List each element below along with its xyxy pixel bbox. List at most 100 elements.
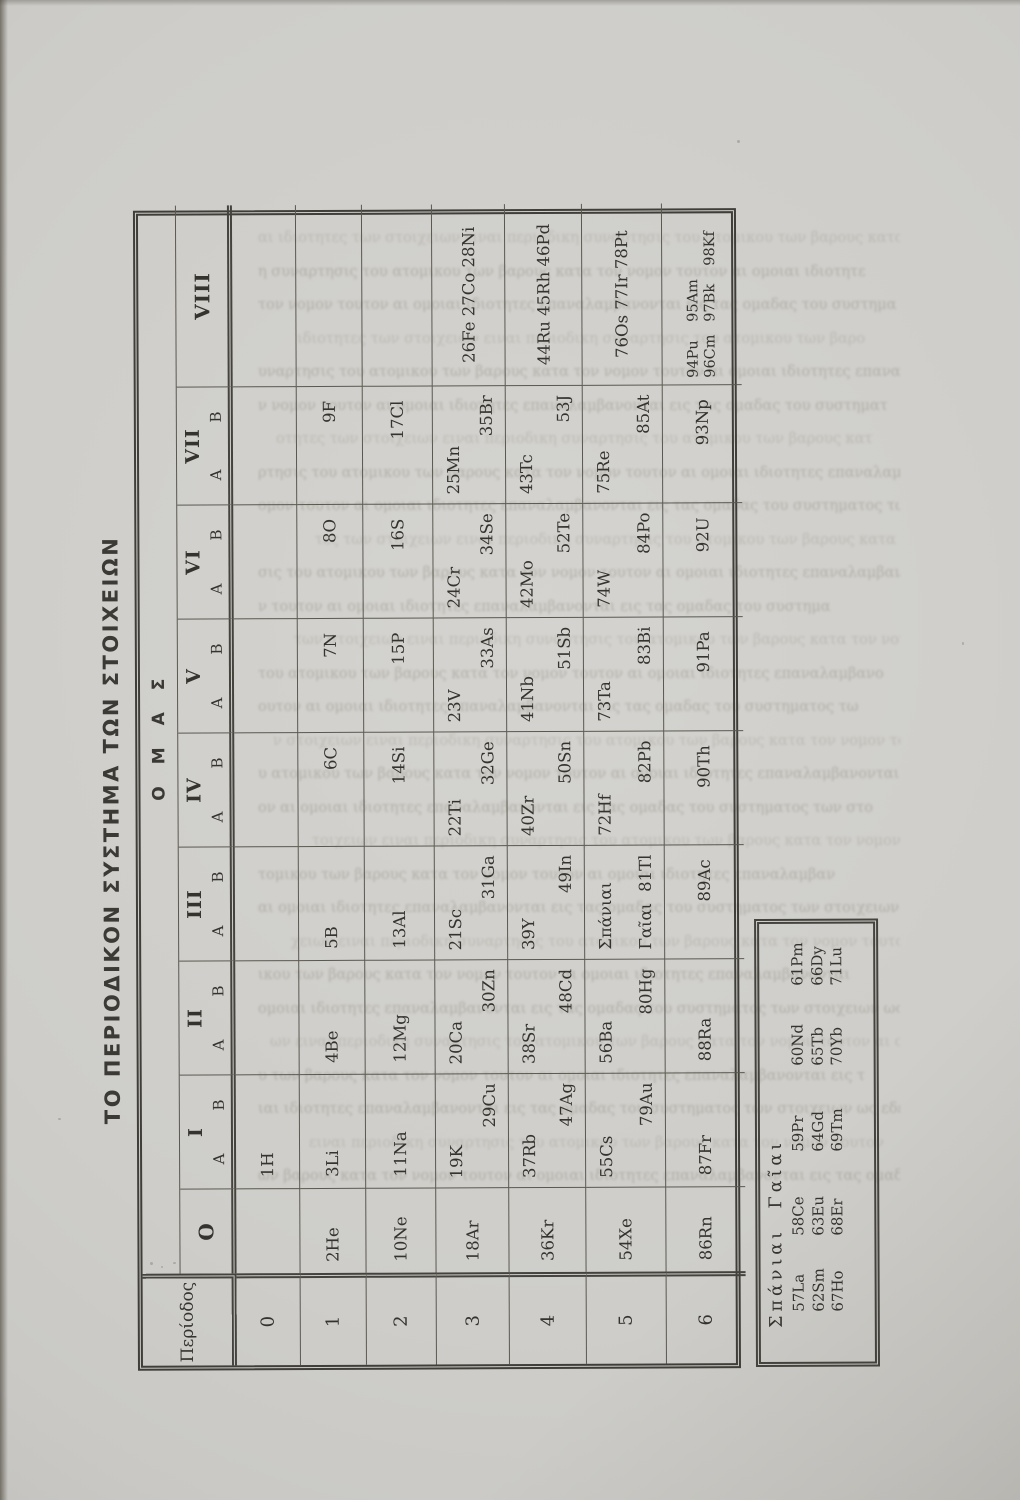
element-entry: 32Ge <box>478 741 498 786</box>
subgroup-label: B <box>207 643 226 655</box>
element-entry: 25Mn <box>443 445 464 495</box>
cell-period3-groupI: 19K 29Cu <box>435 1073 510 1188</box>
subgroup-a-line: 73Ta <box>595 618 614 731</box>
subgroup-a-line: 43Tc <box>517 386 537 503</box>
element-entry: 73Ta <box>594 681 615 722</box>
rare-earth-element: 71Lu <box>827 946 846 986</box>
cell-period1-groupIV: 6C <box>298 731 365 847</box>
element-entry: 13Al <box>389 910 410 949</box>
element-entry: 86Rn <box>696 1216 716 1261</box>
cell-period2-groupVII: 17Cl <box>362 385 434 504</box>
element-entry: 16S <box>388 518 408 552</box>
cell-period3-groupO: 18Ar <box>436 1187 510 1273</box>
subgroup-a-line: 25Mn <box>444 386 464 503</box>
element-entry: 49In <box>555 854 575 894</box>
subgroup-label: A <box>207 697 226 709</box>
element-entry: 15P <box>388 632 408 665</box>
cell-period5-groupVII: 75Re 85At <box>582 384 664 503</box>
element-entry: 82Pb <box>635 740 655 784</box>
subgroup-b-line: 32Ge <box>478 732 497 845</box>
element-entry: 35Br <box>476 395 496 437</box>
element-entry: 42Mo <box>517 560 537 609</box>
cell-period1-groupVI: 8O <box>297 503 364 619</box>
rare-earths-label: Σπάνιαι Γαῖαι <box>766 1138 787 1328</box>
subgroup-a-line: 37Rb <box>520 1074 539 1187</box>
element-entry: 53J <box>553 394 573 423</box>
element-multiline: 94Pu 95Am 96Cm 97Bk 98Kf <box>685 210 719 378</box>
cell-period3-groupV: 23V 33As <box>433 617 508 732</box>
cell-period6-groupIII: 89Ac <box>664 844 745 959</box>
element-entry: 33As <box>477 627 497 669</box>
rare-earth-element: 59Pr <box>788 1115 808 1152</box>
element-entry <box>685 210 701 266</box>
group-header-VII: VII A B <box>176 386 234 505</box>
group-numeral: O <box>194 1222 219 1241</box>
subgroup-label: B <box>208 985 227 997</box>
rare-earths-inner: Σπάνιαι Γαῖαι 57La 58Ce 59Pr 60Nd 61Pm 62Sm 63… <box>754 918 880 1367</box>
subgroup-b-line: 33As <box>478 618 497 731</box>
subgroup-b-line: 80Hg <box>636 960 655 1073</box>
element-entry: 98Kf <box>702 231 719 266</box>
element-entry: 26Fe 27Co 28Ni <box>458 226 479 363</box>
subgroup-a-line: Σπάνιαι <box>596 846 615 959</box>
element-entry: 7N <box>320 632 340 658</box>
subgroup-label: A <box>209 1039 228 1051</box>
element-entry: 30Zn <box>479 969 499 1013</box>
element-entry: 14Si <box>389 746 409 785</box>
subgroup-a-line: 20Ca <box>446 960 465 1073</box>
rare-earth-element: 57La <box>789 1273 808 1312</box>
cell-period6-groupI: 87Fr <box>665 1072 746 1187</box>
rare-earths-box: Σπάνιαι Γαῖαι 57La 58Ce 59Pr 60Nd 61Pm 62Sm 63… <box>754 918 880 1367</box>
element-entry: 84Po <box>634 512 654 554</box>
cell-period0-groupVII <box>232 386 298 505</box>
group-header-O: O <box>180 1188 237 1274</box>
paper-speck <box>58 1118 61 1120</box>
cell-period4-groupI: 37Rb 47Ag <box>508 1072 587 1188</box>
element-entry: 81Tl <box>635 854 655 892</box>
element-entry: 31Ga <box>478 855 498 900</box>
cell-period4-groupIII: 39Y 49In <box>507 844 586 960</box>
element-entry: 5B <box>322 926 342 949</box>
element-entry: 44Ru 45Rh 46Pd <box>533 223 554 366</box>
period-number-2: 2 <box>366 1272 437 1365</box>
element-entry: 47Ag <box>556 1082 576 1127</box>
subgroup-a-line: 55Cs <box>597 1074 616 1187</box>
subgroup-b-line: 84Po <box>634 504 653 617</box>
cell-period5-groupO: 54Xe <box>586 1186 667 1272</box>
cell-period4-groupV: 41Nb 51Sb <box>506 616 585 732</box>
element-entry: 6C <box>321 746 341 771</box>
rare-earths-grid: 57La 58Ce 59Pr 60Nd 61Pm 62Sm 63Eu 64Gd 65Tb 66Dy… <box>788 934 848 1312</box>
rare-earth-element: 61Pm <box>788 942 807 986</box>
cell-period1-groupVIII <box>295 204 363 387</box>
element-entry: 37Rb <box>519 1134 540 1179</box>
subgroup-b-line: 53J <box>554 386 574 503</box>
rare-earth-element: 70Yb <box>827 1027 846 1066</box>
cell-period5-groupVIII: 76Os 77Ir 78Pt <box>581 203 663 385</box>
element-entry: 39Y <box>519 918 539 951</box>
element-entry: 93Np <box>692 399 712 446</box>
subgroup-a-line: 41Nb <box>518 618 537 731</box>
cell-period2-groupV: 15P <box>363 617 435 732</box>
element-entry: 83Bi <box>634 626 654 666</box>
element-entry: 38Sr <box>519 1023 539 1065</box>
element-entry: 29Cu <box>479 1083 499 1128</box>
element-entry: 92U <box>693 517 713 553</box>
scan-top-shadow <box>0 0 1020 6</box>
period-number-5: 5 <box>586 1271 667 1364</box>
cell-period0-groupVIII <box>231 205 297 387</box>
cell-period0-groupII <box>235 960 300 1075</box>
subgroup-a-line: 40Zr <box>518 732 537 845</box>
subgroup-b-line: 85At <box>634 386 654 503</box>
rare-earth-element: 65Tb <box>808 1026 827 1066</box>
element-row: 94Pu 95Am <box>685 210 701 378</box>
group-numeral: I <box>184 1127 207 1138</box>
cell-period6-groupIV: 90Th <box>664 730 744 845</box>
cell-period5-groupVI: 74W 84Po <box>583 502 664 617</box>
cell-period3-groupII: 20Ca 30Zn <box>435 959 509 1074</box>
subgroup-label: A <box>209 1153 228 1165</box>
period-number-4: 4 <box>509 1271 587 1365</box>
cell-period4-groupII: 38Sr 48Cd <box>508 958 586 1074</box>
